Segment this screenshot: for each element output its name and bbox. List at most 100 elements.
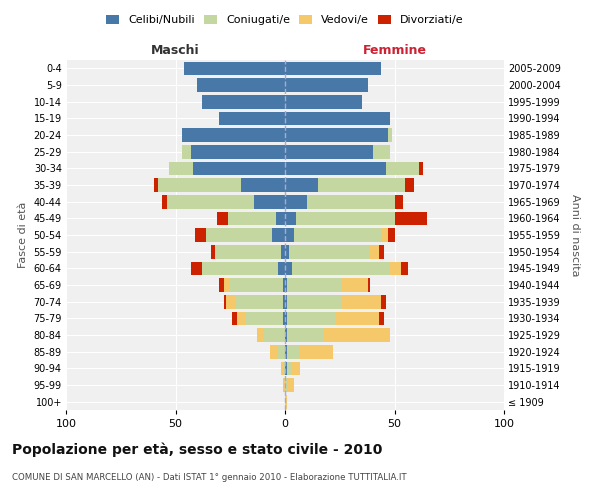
Bar [272,228,285,242]
Bar [285,245,289,258]
Bar [379,312,383,325]
Bar [235,295,283,308]
Bar [307,195,395,208]
Bar [163,195,167,208]
Bar [220,278,224,292]
Bar [287,362,292,375]
Bar [285,112,390,125]
Bar [386,162,419,175]
Bar [292,362,301,375]
Bar [287,295,342,308]
Bar [294,228,382,242]
Bar [285,395,287,408]
Bar [193,162,285,175]
Bar [197,78,285,92]
Bar [285,212,296,225]
Bar [202,95,285,108]
Bar [191,262,202,275]
Bar [285,62,382,75]
Bar [406,178,414,192]
Bar [419,162,423,175]
Bar [287,278,342,292]
Bar [281,245,285,258]
Bar [382,228,388,242]
Bar [379,245,383,258]
Bar [182,145,191,158]
Bar [202,262,278,275]
Bar [217,212,228,225]
Text: Femmine: Femmine [362,44,427,57]
Bar [206,228,272,242]
Bar [285,95,362,108]
Bar [285,178,318,192]
Bar [285,295,287,308]
Bar [278,345,285,358]
Bar [373,145,390,158]
Bar [285,345,287,358]
Bar [169,162,193,175]
Bar [287,378,294,392]
Bar [285,262,292,275]
Bar [342,278,368,292]
Bar [388,128,392,142]
Bar [281,362,283,375]
Y-axis label: Fasce di età: Fasce di età [18,202,28,268]
Bar [276,212,285,225]
Bar [285,162,386,175]
Bar [195,228,206,242]
Bar [325,328,390,342]
Bar [184,62,285,75]
Bar [401,262,407,275]
Bar [215,245,281,258]
Bar [301,345,333,358]
Bar [285,278,287,292]
Text: COMUNE DI SAN MARCELLO (AN) - Dati ISTAT 1° gennaio 2010 - Elaborazione TUTTITAL: COMUNE DI SAN MARCELLO (AN) - Dati ISTAT… [12,472,407,482]
Bar [283,312,285,325]
Bar [285,78,368,92]
Bar [283,378,285,392]
Bar [278,262,285,275]
Bar [287,345,301,358]
Bar [292,262,390,275]
Bar [182,128,285,142]
Bar [158,178,241,192]
Legend: Celibi/Nubili, Coniugati/e, Vedovi/e, Divorziati/e: Celibi/Nubili, Coniugati/e, Vedovi/e, Di… [106,15,464,26]
Bar [241,178,285,192]
Bar [335,312,379,325]
Bar [230,278,283,292]
Bar [285,312,287,325]
Bar [283,295,285,308]
Bar [254,195,285,208]
Bar [269,345,278,358]
Bar [382,295,386,308]
Bar [257,328,263,342]
Bar [224,278,230,292]
Bar [232,312,237,325]
Bar [368,278,370,292]
Bar [224,295,226,308]
Bar [263,328,285,342]
Bar [395,212,427,225]
Bar [283,362,285,375]
Bar [287,312,335,325]
Bar [211,245,215,258]
Bar [226,295,235,308]
Bar [285,328,287,342]
Bar [167,195,254,208]
Y-axis label: Anni di nascita: Anni di nascita [571,194,580,276]
Bar [296,212,395,225]
Bar [370,245,379,258]
Bar [237,312,245,325]
Bar [285,195,307,208]
Bar [285,378,287,392]
Bar [285,128,388,142]
Bar [285,362,287,375]
Bar [283,278,285,292]
Bar [287,328,325,342]
Bar [395,195,403,208]
Bar [342,295,382,308]
Bar [245,312,283,325]
Bar [220,112,285,125]
Bar [390,262,401,275]
Bar [191,145,285,158]
